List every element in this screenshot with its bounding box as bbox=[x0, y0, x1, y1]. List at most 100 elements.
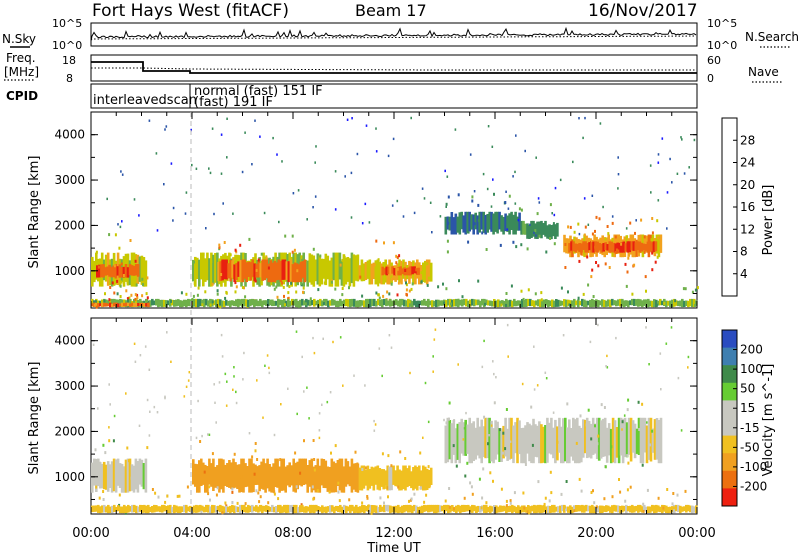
data-cell bbox=[167, 505, 170, 514]
data-cell bbox=[253, 506, 256, 512]
data-speckle bbox=[556, 440, 559, 444]
data-speckle bbox=[536, 384, 539, 387]
data-cell bbox=[533, 504, 536, 514]
data-cell bbox=[535, 300, 538, 306]
data-speckle bbox=[220, 133, 223, 136]
data-cell bbox=[348, 466, 352, 487]
data-speckle bbox=[280, 403, 282, 406]
data-cell bbox=[643, 504, 646, 512]
colorbar-swatch bbox=[722, 418, 737, 437]
data-speckle bbox=[284, 303, 286, 307]
data-speckle bbox=[366, 495, 369, 498]
data-cell bbox=[564, 417, 567, 462]
data-cell bbox=[419, 300, 422, 306]
data-cell bbox=[545, 299, 548, 306]
data-speckle bbox=[166, 331, 168, 334]
data-speckle bbox=[200, 510, 203, 514]
data-cell bbox=[367, 298, 370, 308]
data-cell bbox=[372, 467, 376, 491]
data-speckle bbox=[267, 501, 270, 505]
data-speckle bbox=[215, 493, 218, 497]
data-cell bbox=[629, 300, 632, 306]
data-cell bbox=[400, 470, 403, 491]
data-cell bbox=[249, 505, 252, 512]
data-speckle bbox=[466, 461, 469, 465]
data-speckle bbox=[126, 280, 129, 284]
data-cell bbox=[437, 299, 440, 307]
data-speckle bbox=[544, 496, 547, 500]
data-cell bbox=[91, 256, 94, 287]
data-cell bbox=[607, 505, 610, 512]
data-speckle bbox=[634, 231, 636, 235]
data-cell bbox=[217, 261, 220, 282]
data-cell bbox=[665, 505, 668, 513]
data-cell bbox=[303, 506, 306, 513]
colorbar-tick-label: 15 bbox=[740, 401, 755, 415]
data-cell bbox=[648, 243, 652, 252]
data-cell bbox=[653, 505, 656, 514]
data-cell bbox=[501, 505, 504, 512]
data-cell bbox=[637, 504, 640, 513]
data-cell bbox=[185, 299, 188, 308]
data-cell bbox=[448, 420, 452, 460]
data-cell bbox=[330, 257, 334, 287]
data-speckle bbox=[235, 285, 238, 289]
data-cell bbox=[263, 259, 266, 281]
data-cell bbox=[539, 299, 542, 308]
data-cell bbox=[544, 425, 547, 464]
data-speckle bbox=[313, 351, 316, 355]
data-cell bbox=[516, 216, 519, 231]
data-cell bbox=[239, 260, 242, 283]
data-speckle bbox=[118, 493, 121, 497]
data-cell bbox=[621, 298, 624, 307]
data-speckle bbox=[654, 260, 657, 264]
data-cell bbox=[134, 264, 138, 276]
data-cell bbox=[497, 506, 500, 513]
data-speckle bbox=[595, 261, 597, 264]
freq-tick-top: 18 bbox=[62, 54, 76, 67]
data-speckle bbox=[617, 156, 619, 159]
data-cell bbox=[377, 298, 380, 306]
data-speckle bbox=[505, 190, 507, 193]
data-cell bbox=[194, 463, 197, 487]
data-speckle bbox=[468, 231, 470, 234]
data-cell bbox=[362, 465, 366, 489]
data-speckle bbox=[611, 495, 614, 499]
power-region bbox=[217, 241, 307, 304]
data-cell bbox=[311, 300, 314, 306]
data-cell bbox=[521, 299, 524, 308]
data-cell bbox=[163, 299, 166, 307]
data-speckle bbox=[538, 234, 541, 238]
data-cell bbox=[111, 505, 114, 514]
data-cell bbox=[420, 470, 423, 490]
data-speckle bbox=[515, 134, 517, 137]
data-speckle bbox=[125, 392, 127, 395]
data-speckle bbox=[507, 355, 509, 358]
data-cell bbox=[341, 506, 344, 514]
x-tick-label: 20:00 bbox=[577, 526, 614, 541]
data-cell bbox=[111, 303, 114, 308]
data-speckle bbox=[348, 498, 351, 502]
data-speckle bbox=[199, 440, 202, 443]
data-cell bbox=[506, 428, 509, 461]
data-speckle bbox=[498, 428, 501, 432]
data-cell bbox=[413, 266, 416, 274]
data-cell bbox=[149, 300, 152, 307]
data-cell bbox=[575, 300, 578, 306]
data-cell bbox=[634, 242, 638, 252]
data-cell bbox=[256, 466, 259, 485]
data-cell bbox=[297, 300, 300, 308]
data-cell bbox=[679, 505, 682, 514]
data-speckle bbox=[567, 225, 570, 229]
data-cell bbox=[375, 300, 378, 307]
data-speckle bbox=[341, 258, 344, 262]
data-cell bbox=[252, 463, 255, 493]
data-speckle bbox=[606, 366, 609, 369]
data-cell bbox=[247, 261, 250, 277]
data-speckle bbox=[429, 201, 432, 204]
data-cell bbox=[421, 505, 424, 514]
data-cell bbox=[424, 466, 427, 491]
data-cell bbox=[327, 300, 330, 308]
data-cell bbox=[107, 504, 110, 514]
data-cell bbox=[136, 461, 140, 493]
